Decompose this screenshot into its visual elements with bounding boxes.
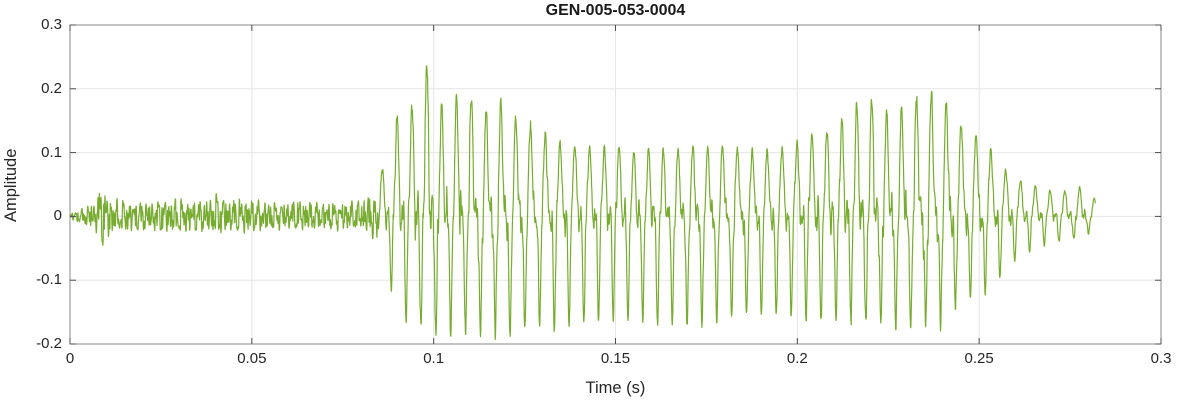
y-tick-label: -0.2 <box>36 335 62 352</box>
x-tick-label: 0.25 <box>964 350 994 367</box>
x-tick-label: 0.15 <box>600 350 631 367</box>
x-tick-label: 0.2 <box>786 350 808 367</box>
y-tick-label: -0.1 <box>36 271 62 289</box>
x-axis-label: Time (s) <box>585 379 646 397</box>
x-tick-label: 0 <box>65 350 75 367</box>
chart-title: GEN-005-053-0004 <box>545 2 686 19</box>
x-tick-label: 0.1 <box>423 350 445 367</box>
x-tick-label: 0.3 <box>1150 350 1172 367</box>
y-tick-label: 0 <box>53 207 62 225</box>
y-tick-label: 0.2 <box>41 79 62 97</box>
y-tick-label: 0.1 <box>41 143 62 161</box>
x-tick-label: 0.05 <box>237 350 267 367</box>
y-tick-label: 0.3 <box>41 16 62 33</box>
waveform-path <box>69 65 1096 341</box>
